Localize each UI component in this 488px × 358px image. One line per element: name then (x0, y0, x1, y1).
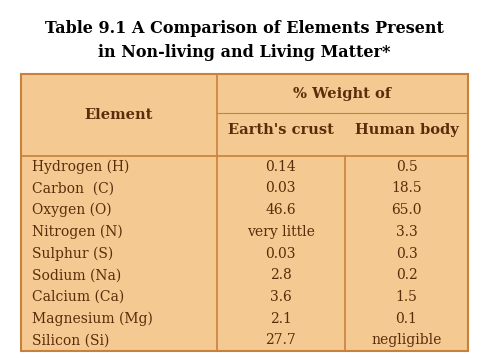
Text: 1.5: 1.5 (395, 290, 417, 304)
Text: 0.3: 0.3 (395, 247, 417, 261)
Text: 0.2: 0.2 (395, 268, 417, 282)
Text: Silicon (Si): Silicon (Si) (32, 333, 109, 347)
Text: 0.5: 0.5 (395, 160, 417, 174)
Text: 3.6: 3.6 (269, 290, 291, 304)
Text: Magnesium (Mg): Magnesium (Mg) (32, 311, 153, 326)
Text: 18.5: 18.5 (390, 182, 421, 195)
Text: Element: Element (84, 108, 152, 122)
Text: 65.0: 65.0 (390, 203, 421, 217)
Text: Hydrogen (H): Hydrogen (H) (32, 160, 129, 174)
Text: 0.1: 0.1 (395, 312, 417, 326)
Text: very little: very little (246, 225, 314, 239)
Text: % Weight of: % Weight of (293, 87, 391, 101)
Text: Human body: Human body (354, 123, 457, 137)
FancyBboxPatch shape (20, 74, 468, 351)
Text: Sodium (Na): Sodium (Na) (32, 268, 122, 282)
Text: Sulphur (S): Sulphur (S) (32, 246, 113, 261)
Text: 0.14: 0.14 (264, 160, 295, 174)
Text: 2.1: 2.1 (269, 312, 291, 326)
Text: Earth's crust: Earth's crust (227, 123, 333, 137)
Text: Calcium (Ca): Calcium (Ca) (32, 290, 124, 304)
Text: 46.6: 46.6 (265, 203, 295, 217)
Text: Oxygen (O): Oxygen (O) (32, 203, 112, 217)
Text: Nitrogen (N): Nitrogen (N) (32, 225, 123, 239)
Text: Carbon  (C): Carbon (C) (32, 182, 114, 195)
Text: negligible: negligible (370, 333, 441, 347)
Text: 27.7: 27.7 (264, 333, 295, 347)
Text: 2.8: 2.8 (269, 268, 291, 282)
Text: 3.3: 3.3 (395, 225, 417, 239)
Text: 0.03: 0.03 (265, 247, 295, 261)
Text: 0.03: 0.03 (265, 182, 295, 195)
Text: in Non-living and Living Matter*: in Non-living and Living Matter* (98, 44, 390, 61)
Text: Table 9.1 A Comparison of Elements Present: Table 9.1 A Comparison of Elements Prese… (45, 20, 443, 37)
